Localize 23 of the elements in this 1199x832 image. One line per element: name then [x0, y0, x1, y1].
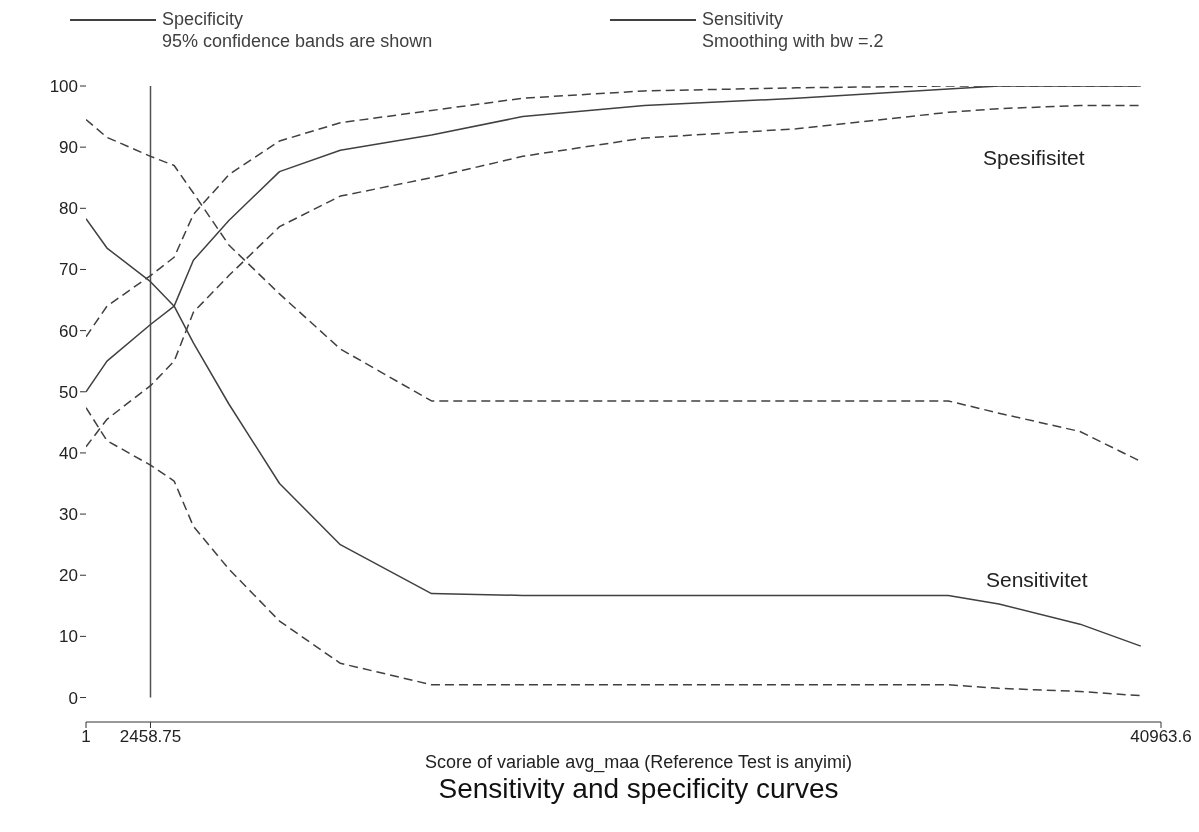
- y-tick-label: 40: [59, 443, 78, 463]
- y-tick-label: 20: [59, 566, 78, 586]
- legend-label: Specificity: [162, 8, 245, 30]
- y-tick-label: 0: [68, 688, 78, 708]
- text: Sensitivity and specificity curves: [437, 773, 840, 805]
- y-tick-label: 100: [49, 77, 78, 97]
- x-tick-label: 1: [81, 727, 91, 747]
- x-tick-label: 40963.6: [1130, 727, 1192, 747]
- y-tick-label: 70: [59, 260, 78, 280]
- y-tick-label: 90: [59, 138, 78, 158]
- legend-label: Sensitivity: [702, 8, 785, 30]
- x-tick-label: 2458.75: [119, 727, 182, 747]
- y-tick-label: 80: [59, 199, 78, 219]
- x-axis-title: Score of variable avg_maa (Reference Test is anyimi): [424, 752, 853, 773]
- y-tick-label: 30: [59, 505, 78, 525]
- y-tick-label: 60: [59, 321, 78, 341]
- annotation: Spesifisitet: [983, 146, 1085, 170]
- annotation: Sensitivitet: [986, 568, 1088, 592]
- line-series: [86, 406, 1142, 697]
- text: 95% confidence bands are shown: [162, 30, 433, 52]
- y-tick-label: 10: [59, 627, 78, 647]
- text: Smoothing with bw =.2: [702, 30, 884, 52]
- y-tick-label: 50: [59, 382, 78, 402]
